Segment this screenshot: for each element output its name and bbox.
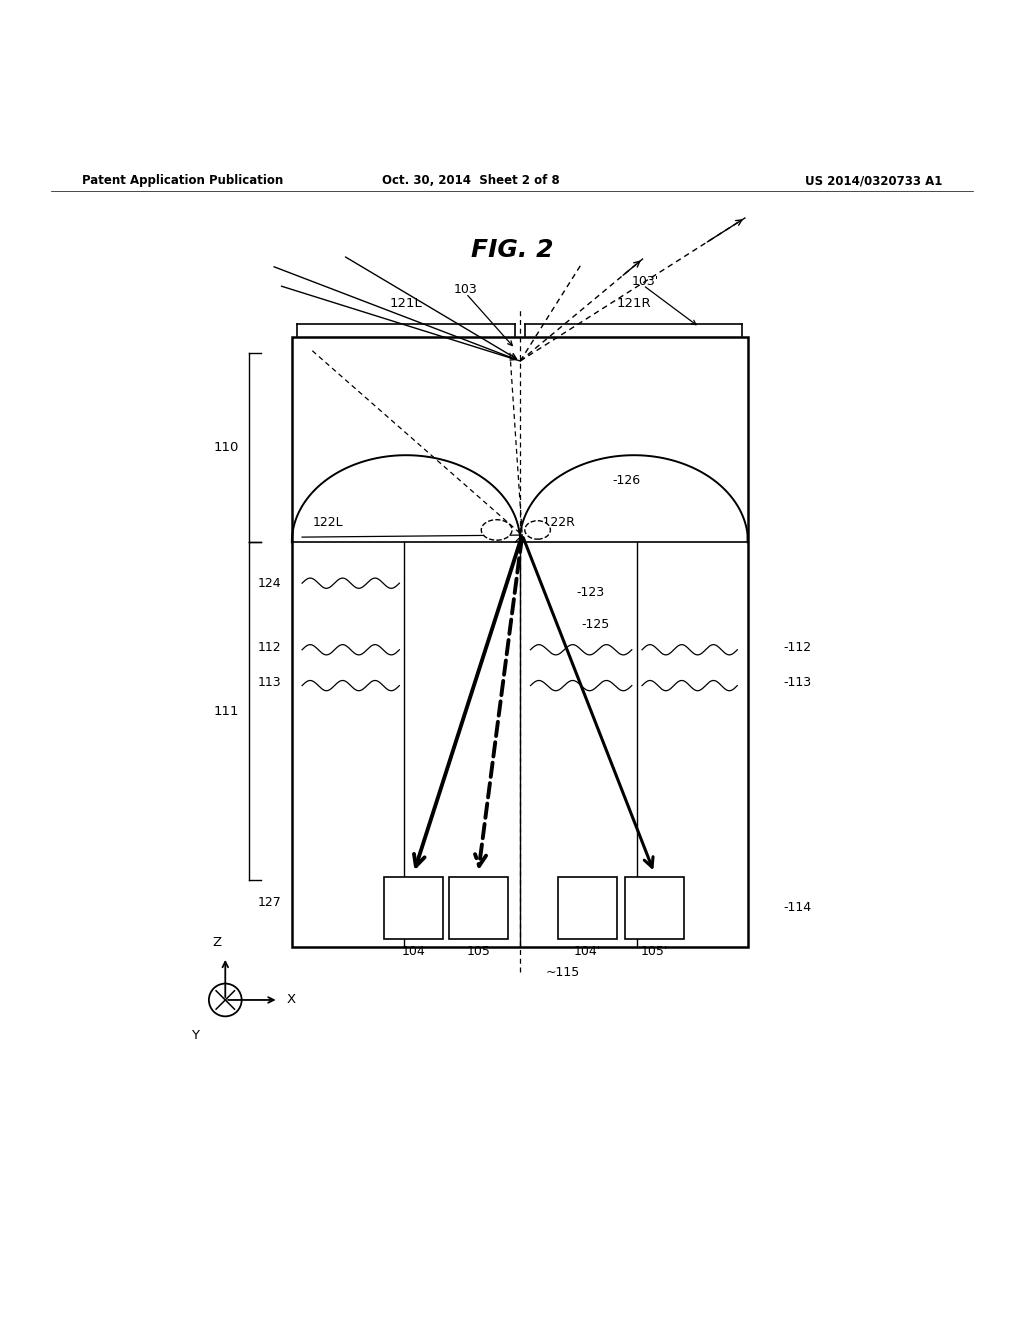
Bar: [558, 876, 617, 939]
Text: 105: 105: [466, 945, 490, 958]
Text: Z: Z: [213, 936, 221, 949]
Bar: [384, 876, 443, 939]
Text: -112: -112: [783, 642, 811, 655]
Text: -113: -113: [783, 676, 811, 689]
Text: -122R: -122R: [539, 516, 575, 529]
Text: -126: -126: [612, 474, 640, 487]
Text: 112: 112: [258, 642, 282, 655]
Text: 105': 105': [641, 945, 668, 958]
Text: 111: 111: [214, 705, 239, 718]
Text: 103: 103: [454, 282, 478, 296]
Text: -125: -125: [582, 618, 610, 631]
Text: 110: 110: [214, 441, 239, 454]
Text: 104': 104': [574, 945, 601, 958]
Text: -114: -114: [783, 902, 811, 915]
Text: Patent Application Publication: Patent Application Publication: [82, 174, 284, 187]
Text: 124: 124: [258, 577, 282, 590]
Bar: [625, 876, 684, 939]
Text: 127: 127: [258, 896, 282, 909]
Text: US 2014/0320733 A1: US 2014/0320733 A1: [805, 174, 942, 187]
Text: 103': 103': [632, 275, 658, 288]
Text: Y: Y: [190, 1028, 199, 1041]
Text: X: X: [287, 994, 296, 1006]
Text: Oct. 30, 2014  Sheet 2 of 8: Oct. 30, 2014 Sheet 2 of 8: [382, 174, 560, 187]
Ellipse shape: [525, 520, 551, 539]
Text: 121L: 121L: [390, 297, 422, 310]
Text: 121R: 121R: [616, 297, 651, 310]
Bar: [292, 338, 748, 946]
Bar: [449, 876, 508, 939]
Text: 113: 113: [258, 676, 282, 689]
Text: ~115: ~115: [546, 966, 580, 979]
Ellipse shape: [481, 520, 512, 540]
Text: -123: -123: [577, 586, 604, 599]
Text: 104: 104: [401, 945, 426, 958]
Text: 122L: 122L: [312, 516, 343, 529]
Text: FIG. 2: FIG. 2: [471, 239, 553, 263]
